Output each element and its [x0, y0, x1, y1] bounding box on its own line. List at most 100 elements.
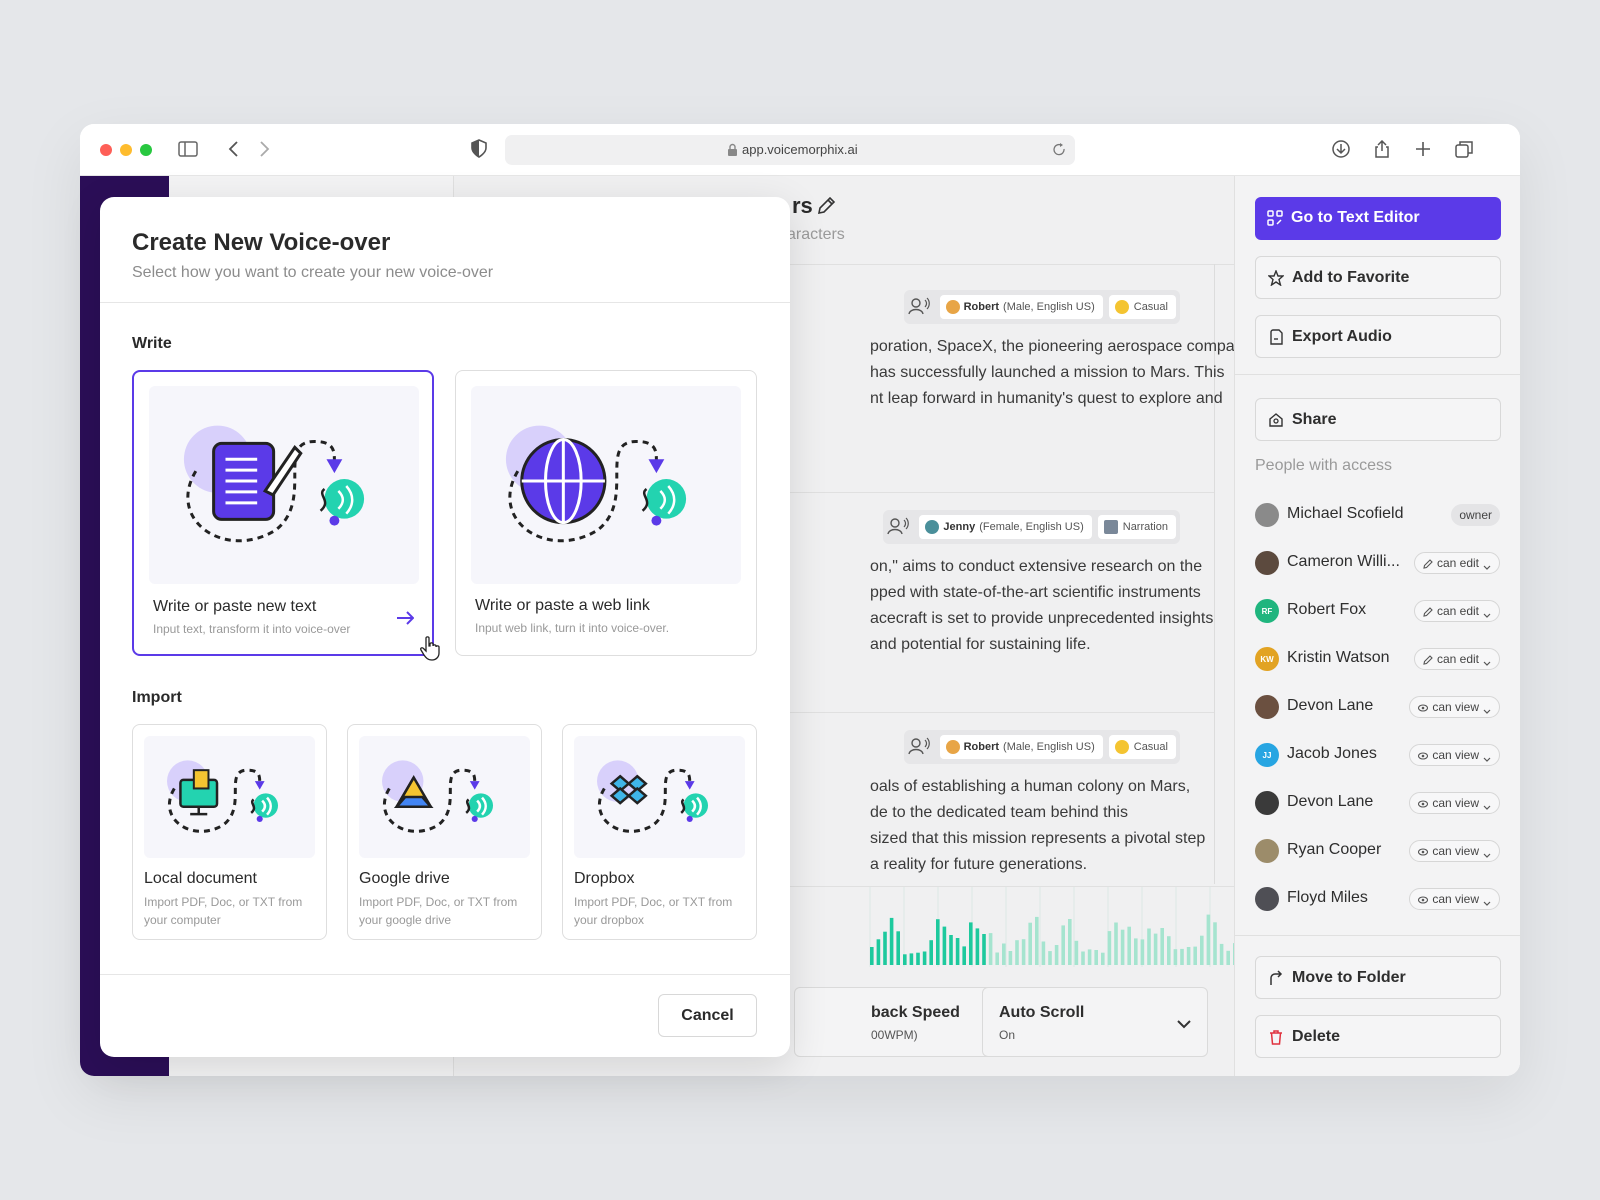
option-card[interactable]: Write or paste a web link Input web link,…	[455, 370, 757, 656]
actions-panel: Go to Text Editor Add to Favorite Export A…	[1234, 176, 1520, 1076]
button-label: Export Audio	[1292, 328, 1392, 345]
role-pill[interactable]: can edit	[1413, 600, 1500, 622]
illustration	[149, 386, 419, 584]
role-icon	[1418, 798, 1429, 808]
voice-chip[interactable]: Robert (Male, English US)	[939, 735, 1103, 759]
voice-icon-svg	[907, 737, 930, 755]
control-label: Auto Scroll	[999, 1004, 1085, 1021]
script-line: acecraft is set to provide unprecedented…	[870, 610, 1214, 627]
person-avatar	[1255, 839, 1279, 863]
toolbar-icon[interactable]	[1373, 139, 1391, 163]
voice-avatar	[945, 740, 960, 754]
lock-icon	[727, 143, 738, 162]
delete-button[interactable]: Delete	[1255, 1015, 1501, 1058]
role-pill[interactable]: can edit	[1413, 552, 1500, 574]
forward-button	[258, 140, 272, 163]
role-chevron	[1483, 608, 1491, 618]
chevron-svg	[1483, 565, 1491, 570]
option-card[interactable]: Write or paste new text Input text, trans…	[132, 370, 434, 656]
style-chip[interactable]: Narration	[1097, 515, 1176, 539]
role-chevron	[1483, 560, 1491, 570]
person-avatar	[1255, 695, 1279, 719]
script-line: has successfully launched a mission to M…	[870, 364, 1225, 381]
voice-chips: Robert (Male, English US) Casual	[903, 290, 1180, 324]
role-text: can view	[1432, 796, 1479, 810]
role-pill[interactable]: can view	[1409, 888, 1500, 910]
editor-title: rs	[792, 193, 813, 218]
modal-divider	[100, 302, 790, 303]
role-pill[interactable]: can view	[1409, 696, 1500, 718]
role-icon	[1418, 750, 1429, 760]
person-avatar	[1255, 887, 1279, 911]
style-icon	[1103, 520, 1118, 534]
panel-divider	[1235, 935, 1520, 936]
style-chip[interactable]: Casual	[1108, 735, 1176, 759]
section-label: Import	[132, 689, 182, 706]
voice-icon	[887, 516, 913, 538]
modal-title: Create New Voice-over	[132, 229, 391, 256]
action-button[interactable]: Export Audio	[1255, 315, 1501, 358]
illustration-svg	[167, 760, 279, 833]
illustration-svg	[597, 760, 709, 833]
role-pill[interactable]: can view	[1409, 744, 1500, 766]
voice-chip[interactable]: Jenny (Female, English US)	[919, 515, 1092, 539]
sidebar-toggle-svg	[178, 141, 198, 157]
cancel-button[interactable]: Cancel	[658, 994, 757, 1037]
window-dot	[100, 144, 112, 156]
button-label: Share	[1292, 411, 1337, 428]
script-line: nt leap forward in humanity's quest to e…	[870, 390, 1223, 407]
voice-name: Jenny	[943, 521, 976, 533]
chevron-svg	[1483, 805, 1491, 810]
role-icon	[1418, 894, 1429, 904]
sidebar-toggle	[178, 140, 198, 163]
role-chevron	[1483, 752, 1491, 762]
voice-icon-svg	[907, 297, 930, 315]
eye-svg	[1418, 848, 1429, 856]
option-card[interactable]: Google drive Import PDF, Doc, or TXT from…	[347, 724, 542, 940]
voice-icon	[907, 296, 934, 318]
button-label: Move to Folder	[1292, 969, 1406, 986]
button-label: Add to Favorite	[1292, 269, 1410, 286]
button-label: Go to Text Editor	[1291, 209, 1420, 226]
address-bar[interactable]: app.voicemorphix.ai	[505, 135, 1075, 165]
role-pill[interactable]: can view	[1409, 840, 1500, 862]
role-icon	[1423, 654, 1433, 665]
illustration	[359, 736, 530, 858]
toolbar-icon[interactable]	[1332, 140, 1350, 163]
action-button[interactable]: Add to Favorite	[1255, 256, 1501, 299]
pencil-svg	[1423, 607, 1433, 617]
script-line: pped with state-of-the-art scientific in…	[870, 584, 1201, 601]
style-chip[interactable]: Casual	[1108, 295, 1176, 319]
toolbar-icon[interactable]	[1414, 140, 1432, 163]
button-icon	[1268, 970, 1284, 991]
option-card[interactable]: Dropbox Import PDF, Doc, or TXT from your…	[562, 724, 757, 940]
illustration-svg	[183, 425, 365, 543]
toolbar-icon-svg	[1455, 141, 1473, 158]
role-chevron	[1483, 704, 1491, 714]
button-icon	[1267, 269, 1285, 291]
primary-button[interactable]: Go to Text Editor	[1255, 197, 1501, 240]
control-dropdown[interactable]: Auto Scroll On	[982, 987, 1208, 1057]
rename-icon[interactable]	[816, 196, 836, 221]
illustration	[471, 386, 741, 584]
section-label: Write	[132, 335, 172, 352]
role-pill[interactable]: can view	[1409, 792, 1500, 814]
person-name: Robert Fox	[1287, 601, 1367, 618]
button-icon-svg	[1270, 970, 1283, 985]
share-button[interactable]: Share	[1255, 398, 1501, 441]
voice-chips: Robert (Male, English US) Casual	[903, 730, 1180, 764]
arrow-icon-svg	[397, 611, 415, 625]
person-name: Jacob Jones	[1287, 745, 1377, 762]
voice-detail: (Male, English US)	[1003, 301, 1095, 313]
option-title: Write or paste new text	[153, 598, 317, 615]
modal: Create New Voice-over Select how you want…	[100, 197, 790, 1057]
role-pill[interactable]: can edit	[1413, 648, 1500, 670]
role-text: can view	[1432, 700, 1479, 714]
voice-chip[interactable]: Robert (Male, English US)	[939, 295, 1103, 319]
cursor	[420, 636, 440, 667]
option-card[interactable]: Local document Import PDF, Doc, or TXT fr…	[132, 724, 327, 940]
role-chevron	[1483, 800, 1491, 810]
illustration	[574, 736, 745, 858]
toolbar-icon[interactable]	[1455, 140, 1473, 163]
action-button[interactable]: Move to Folder	[1255, 956, 1501, 999]
